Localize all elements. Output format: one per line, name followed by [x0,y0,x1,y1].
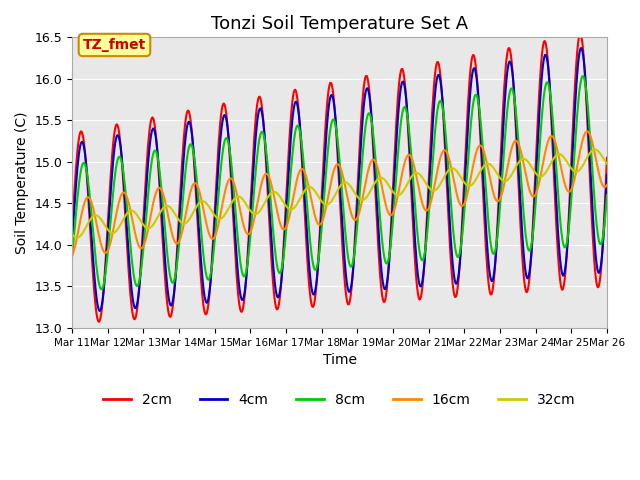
Text: TZ_fmet: TZ_fmet [83,38,146,52]
Y-axis label: Soil Temperature (C): Soil Temperature (C) [15,111,29,254]
Title: Tonzi Soil Temperature Set A: Tonzi Soil Temperature Set A [211,15,468,33]
X-axis label: Time: Time [323,353,356,367]
Legend: 2cm, 4cm, 8cm, 16cm, 32cm: 2cm, 4cm, 8cm, 16cm, 32cm [97,387,582,412]
